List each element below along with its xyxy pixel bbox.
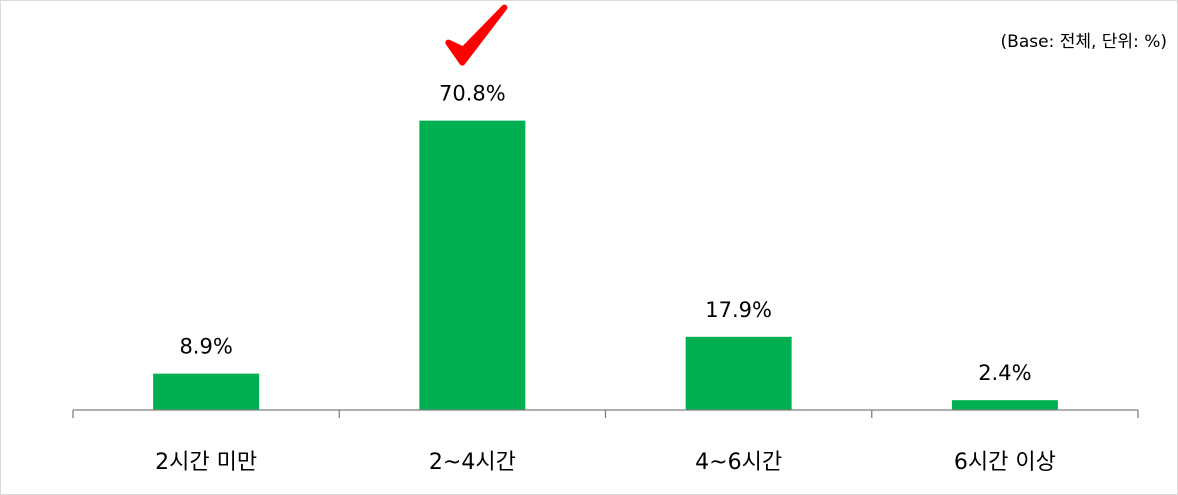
tick-label: 2시간 미만 (155, 450, 257, 475)
bar (419, 120, 526, 410)
data-label: 70.8% (439, 82, 506, 106)
tick-label: 4~6시간 (695, 450, 782, 475)
bar (951, 400, 1058, 410)
bar (685, 336, 792, 410)
data-label: 8.9% (179, 335, 232, 359)
tick-label: 2~4시간 (429, 450, 516, 475)
data-label: 17.9% (705, 298, 772, 322)
data-label: 2.4% (978, 361, 1031, 385)
tick-label: 6시간 이상 (954, 450, 1056, 475)
bar (153, 373, 260, 410)
base-unit-note: (Base: 전체, 단위: %) (1000, 32, 1167, 52)
checkmark-icon (445, 4, 508, 66)
